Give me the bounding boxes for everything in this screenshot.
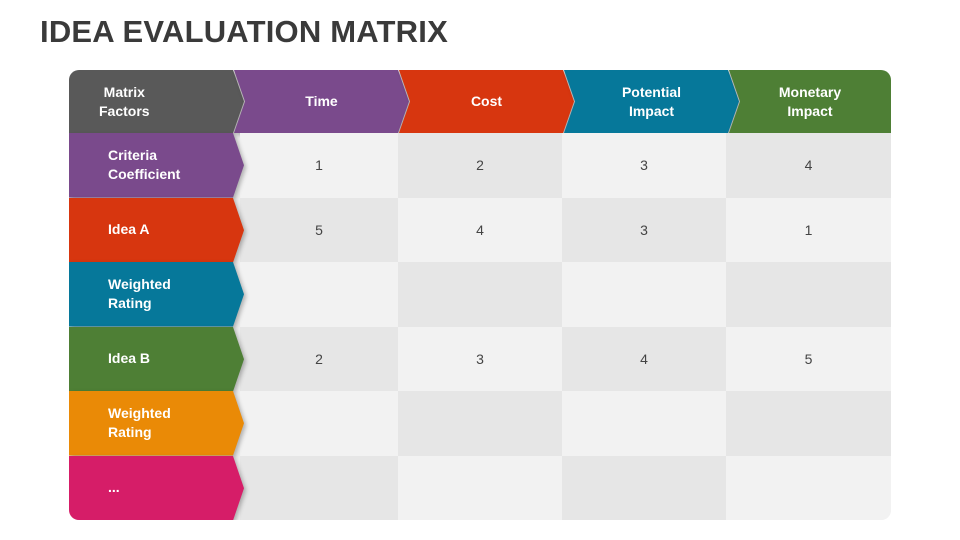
- cell: [398, 391, 562, 456]
- cell: [398, 262, 562, 327]
- cell: 3: [562, 197, 726, 262]
- chevron-shape: [69, 133, 244, 198]
- row-label-idea-b: Idea B: [69, 326, 244, 391]
- row-label: Weighted Rating: [108, 405, 171, 441]
- header-label: Time: [305, 93, 338, 109]
- cell: 3: [562, 133, 726, 198]
- cell: [562, 391, 726, 456]
- cell: [562, 262, 726, 327]
- header-potential-impact: Potential Impact: [564, 70, 739, 133]
- cell: [240, 391, 398, 456]
- row-label: ...: [108, 479, 120, 496]
- row-label: Idea B: [108, 350, 151, 367]
- cell: [398, 455, 562, 520]
- cell: 5: [726, 326, 891, 391]
- row-label-idea-a: Idea A: [69, 197, 244, 262]
- cell: [240, 262, 398, 327]
- chevron-shape: [729, 70, 891, 133]
- header-label: Matrix Factors: [99, 83, 150, 119]
- header-monetary-impact: Monetary Impact: [729, 70, 891, 133]
- header-label: Cost: [470, 93, 503, 109]
- header-label: Potential Impact: [621, 83, 682, 119]
- chevron-shape: [234, 70, 409, 133]
- chevron-shape: [399, 70, 574, 133]
- row-label-weighted-rating-a: Weighted Rating: [69, 262, 244, 327]
- chevron-shape: [69, 455, 244, 520]
- chevron-shape: [69, 197, 244, 262]
- row-label-weighted-rating-b: Weighted Rating: [69, 391, 244, 456]
- evaluation-matrix: Matrix Factors Time Cost Potential Impac…: [69, 70, 891, 520]
- header-cost: Cost: [399, 70, 574, 133]
- row-label: Criteria Coefficient: [108, 147, 181, 183]
- row-label: Weighted Rating: [108, 276, 171, 312]
- row-label-ellipsis: ...: [69, 455, 244, 520]
- header-matrix-factors: Matrix Factors: [69, 70, 244, 133]
- chevron-shape: [69, 70, 244, 133]
- cell: [726, 455, 891, 520]
- header-time: Time: [234, 70, 409, 133]
- header-label: Monetary Impact: [778, 83, 842, 119]
- cell: 1: [726, 197, 891, 262]
- cell: 4: [562, 326, 726, 391]
- chevron-shape: [69, 391, 244, 456]
- cell: 2: [398, 133, 562, 198]
- row-label: Idea A: [108, 221, 150, 238]
- chevron-shape: [564, 70, 739, 133]
- cell: [240, 455, 398, 520]
- chevron-shape: [69, 326, 244, 391]
- cell: [726, 262, 891, 327]
- cell: [726, 391, 891, 456]
- row-label-criteria-coefficient: Criteria Coefficient: [69, 133, 244, 198]
- cell: 1: [240, 133, 398, 198]
- cell: 4: [726, 133, 891, 198]
- cell: 4: [398, 197, 562, 262]
- chevron-shape: [69, 262, 244, 327]
- page-title: IDEA EVALUATION MATRIX: [40, 14, 448, 49]
- cell: [562, 455, 726, 520]
- cell: 5: [240, 197, 398, 262]
- cell: 2: [240, 326, 398, 391]
- cell: 3: [398, 326, 562, 391]
